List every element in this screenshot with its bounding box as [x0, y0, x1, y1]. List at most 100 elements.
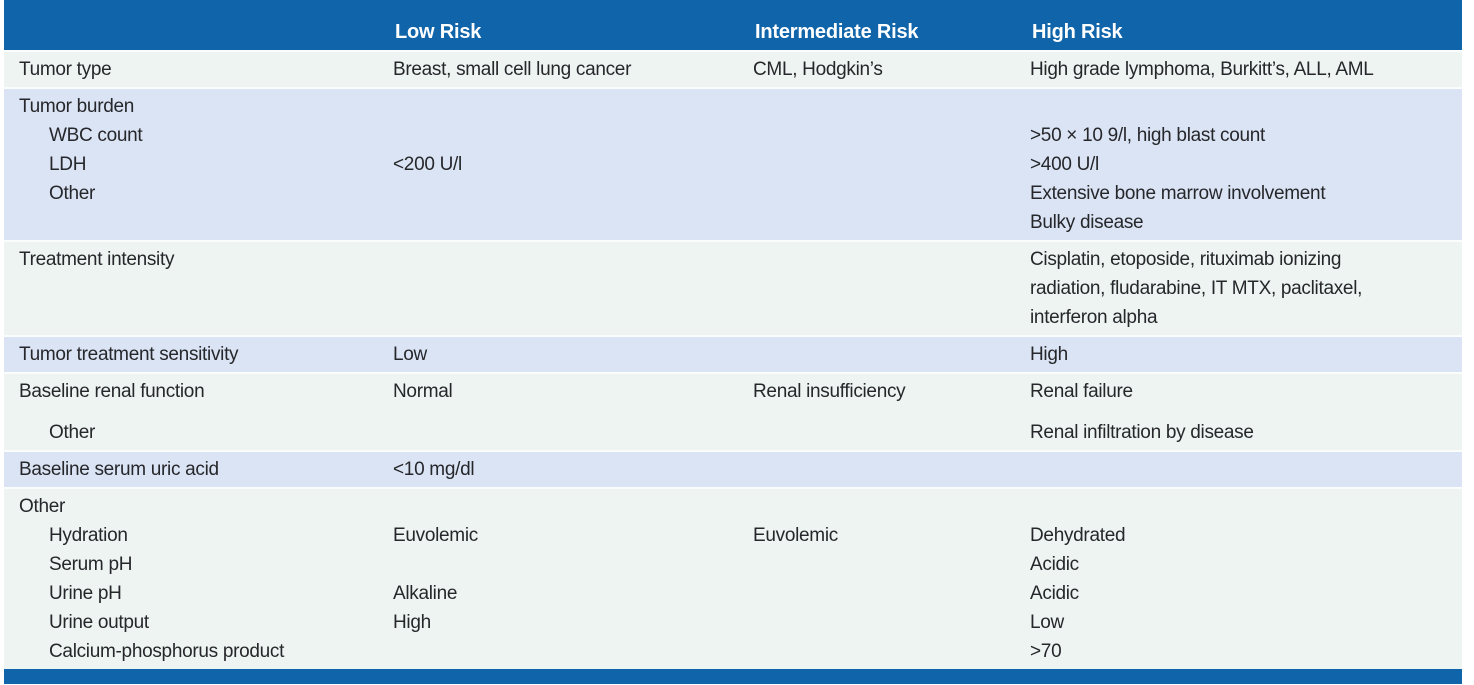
low-risk-value: <10 mg/dl [393, 459, 475, 480]
high-risk-value: Bulky disease [1030, 212, 1144, 233]
high-risk-value: >50 × 10 9/l, high blast count [1030, 125, 1266, 146]
table-row: Urine pH Alkaline Acidic [4, 579, 1462, 608]
low-risk-value [393, 92, 753, 121]
row-label: Tumor treatment sensitivity [19, 344, 239, 365]
high-risk-value: Acidic [1030, 554, 1079, 575]
table-row: interferon alpha [4, 303, 1462, 332]
intermediate-risk-value [753, 303, 1030, 332]
low-risk-value [393, 418, 753, 447]
low-risk-value [393, 303, 753, 332]
table-section-treatment-intensity: Treatment intensity Cisplatin, etoposide,… [4, 240, 1462, 335]
high-risk-value: High [1030, 344, 1068, 365]
header-cell-high-risk: High Risk [1032, 21, 1123, 43]
row-label: Urine pH [49, 583, 122, 604]
table-row: Calcium-phosphorus product >70 [4, 637, 1462, 666]
row-label: Other [49, 422, 96, 443]
intermediate-risk-value [753, 340, 1030, 369]
high-risk-value: interferon alpha [1030, 307, 1158, 328]
low-risk-value: Euvolemic [393, 525, 478, 546]
low-risk-value: <200 U/l [393, 154, 462, 175]
low-risk-value [393, 121, 753, 150]
table-row: Other [4, 492, 1462, 521]
intermediate-risk-value [753, 492, 1030, 521]
tumor-lysis-risk-table: Low Risk Intermediate Risk High Risk Tum… [4, 0, 1462, 684]
high-risk-value: Renal infiltration by disease [1030, 422, 1254, 443]
row-label: Other [49, 183, 96, 204]
low-risk-value: Breast, small cell lung cancer [393, 59, 632, 80]
row-label: Hydration [49, 525, 128, 546]
intermediate-risk-value [753, 150, 1030, 179]
row-label: Tumor type [19, 59, 112, 80]
row-label [4, 274, 393, 303]
intermediate-risk-value [753, 208, 1030, 237]
row-label: LDH [49, 154, 87, 175]
row-label: Other [19, 496, 66, 517]
intermediate-risk-value [753, 121, 1030, 150]
high-risk-value: >400 U/l [1030, 154, 1099, 175]
table-row: radiation, fludarabine, IT MTX, paclitax… [4, 274, 1462, 303]
low-risk-value [393, 179, 753, 208]
table-row: Other Renal infiltration by disease [4, 418, 1462, 447]
row-label [4, 208, 393, 237]
table-section-baseline-renal-function: Baseline renal function Normal Renal insuf… [4, 372, 1462, 450]
high-risk-value: radiation, fludarabine, IT MTX, paclitax… [1030, 278, 1363, 299]
table-section-other: Other Hydration Euvolemic Euvolemic Dehydrat… [4, 487, 1462, 669]
table-section-tumor-treatment-sensitivity: Tumor treatment sensitivity Low High [4, 335, 1462, 372]
table-row: Other Extensive bone marrow involvement [4, 179, 1462, 208]
high-risk-value: Acidic [1030, 583, 1079, 604]
row-label: Calcium-phosphorus product [49, 641, 285, 662]
table-row: Tumor burden [4, 92, 1462, 121]
row-label: Treatment intensity [19, 249, 175, 270]
table-row: Tumor treatment sensitivity Low High [4, 340, 1462, 369]
low-risk-value [393, 245, 753, 274]
low-risk-value [393, 208, 753, 237]
high-risk-value: Dehydrated [1030, 525, 1126, 546]
row-label: Urine output [49, 612, 149, 633]
table-section-baseline-serum-uric-acid: Baseline serum uric acid <10 mg/dl [4, 450, 1462, 487]
low-risk-value: Low [393, 344, 427, 365]
high-risk-value: Renal failure [1030, 381, 1133, 402]
row-label: Tumor burden [19, 96, 135, 117]
low-risk-value: Alkaline [393, 583, 458, 604]
intermediate-risk-value [753, 418, 1030, 447]
high-risk-value: Cisplatin, etoposide, rituximab ionizing [1030, 249, 1342, 270]
intermediate-risk-value [753, 579, 1030, 608]
table-row: Urine output High Low [4, 608, 1462, 637]
high-risk-value [1030, 455, 1462, 484]
table-row: Serum pH Acidic [4, 550, 1462, 579]
high-risk-value: Extensive bone marrow involvement [1030, 183, 1326, 204]
low-risk-value [393, 492, 753, 521]
row-label [4, 303, 393, 332]
table-row: WBC count >50 × 10 9/l, high blast count [4, 121, 1462, 150]
intermediate-risk-value [753, 608, 1030, 637]
header-cell-low-risk: Low Risk [395, 21, 482, 43]
high-risk-value [1030, 492, 1462, 521]
row-label: Baseline renal function [19, 381, 205, 402]
low-risk-value: Normal [393, 381, 453, 402]
table-row: Bulky disease [4, 208, 1462, 237]
table-row: Treatment intensity Cisplatin, etoposide,… [4, 245, 1462, 274]
intermediate-risk-value: Renal insufficiency [753, 381, 906, 402]
row-label: Baseline serum uric acid [19, 459, 219, 480]
table-header-row: Low Risk Intermediate Risk High Risk [4, 0, 1462, 50]
low-risk-value [393, 274, 753, 303]
low-risk-value: High [393, 612, 431, 633]
high-risk-value: Low [1030, 612, 1064, 633]
table-section-tumor-burden: Tumor burden WBC count >50 × 10 9/l, high … [4, 87, 1462, 240]
intermediate-risk-value: Euvolemic [753, 525, 838, 546]
intermediate-risk-value [753, 245, 1030, 274]
intermediate-risk-value [753, 92, 1030, 121]
low-risk-value [393, 637, 753, 666]
row-label: WBC count [49, 125, 143, 146]
table-body: Tumor type Breast, small cell lung cancer… [4, 50, 1462, 669]
intermediate-risk-value [753, 637, 1030, 666]
high-risk-value: High grade lymphoma, Burkitt’s, ALL, AML [1030, 59, 1374, 80]
table-row: Hydration Euvolemic Euvolemic Dehydrated [4, 521, 1462, 550]
intermediate-risk-value [753, 455, 1030, 484]
bottom-border-bar [4, 669, 1462, 684]
low-risk-value [393, 550, 753, 579]
row-label: Serum pH [49, 554, 133, 575]
table-row: LDH <200 U/l >400 U/l [4, 150, 1462, 179]
table-section-tumor-type: Tumor type Breast, small cell lung cancer… [4, 50, 1462, 87]
